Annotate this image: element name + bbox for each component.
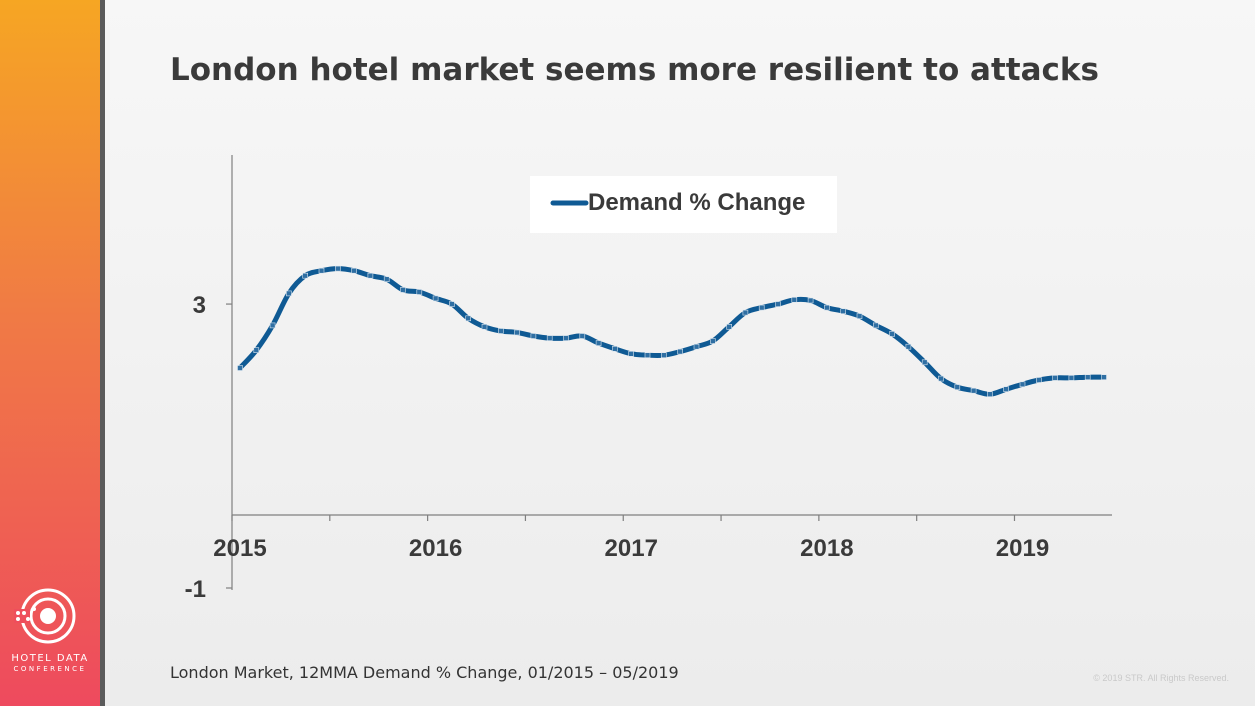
data-point bbox=[497, 328, 504, 334]
data-point bbox=[579, 333, 586, 339]
data-point bbox=[400, 287, 406, 293]
data-point bbox=[1068, 375, 1075, 381]
data-point bbox=[758, 304, 765, 311]
data-point bbox=[334, 265, 341, 272]
data-point bbox=[921, 359, 928, 366]
data-point bbox=[677, 348, 684, 355]
data-point bbox=[1036, 377, 1042, 383]
data-point bbox=[660, 352, 667, 359]
data-point bbox=[840, 308, 847, 315]
legend-label: Demand % Change bbox=[588, 189, 805, 216]
sidebar-gradient-bar: HOTEL DATA CONFERENCE bbox=[0, 0, 100, 706]
x-tick-label: 2015 bbox=[213, 535, 266, 562]
data-point bbox=[595, 340, 602, 346]
data-point bbox=[856, 313, 863, 319]
data-point bbox=[237, 365, 243, 371]
data-point bbox=[872, 322, 879, 329]
data-point bbox=[302, 272, 309, 279]
data-point bbox=[530, 333, 537, 339]
data-point bbox=[432, 295, 439, 302]
x-tick-label: 2016 bbox=[409, 535, 462, 562]
data-point bbox=[269, 322, 276, 329]
logo-text-line2: CONFERENCE bbox=[13, 665, 87, 673]
x-tick-label: 2017 bbox=[605, 535, 658, 562]
slide-title: London hotel market seems more resilient… bbox=[170, 52, 1099, 88]
data-point bbox=[286, 290, 292, 297]
data-point bbox=[775, 301, 781, 307]
data-point bbox=[954, 384, 961, 390]
data-point bbox=[318, 267, 325, 274]
x-tick-label: 2018 bbox=[800, 535, 853, 562]
data-point bbox=[1084, 374, 1091, 381]
y-tick-label: -1 bbox=[185, 576, 206, 603]
data-point bbox=[367, 272, 374, 279]
y-tick-label: 3 bbox=[193, 292, 206, 319]
data-point bbox=[938, 375, 944, 382]
data-point bbox=[563, 335, 569, 341]
data-point bbox=[824, 304, 830, 311]
hotel-data-conference-logo-icon bbox=[14, 588, 76, 644]
data-point bbox=[1003, 386, 1010, 393]
data-point bbox=[807, 297, 814, 304]
data-point bbox=[726, 323, 732, 330]
data-point bbox=[449, 301, 455, 307]
data-point bbox=[351, 267, 357, 274]
logo-text-line1: HOTEL DATA bbox=[11, 653, 89, 664]
data-point bbox=[465, 315, 472, 322]
data-point bbox=[383, 276, 390, 283]
data-point bbox=[1101, 374, 1107, 381]
sidebar-edge bbox=[100, 0, 105, 706]
data-point bbox=[889, 331, 895, 337]
data-point bbox=[612, 345, 618, 352]
data-point bbox=[970, 387, 977, 394]
x-tick-label: 2019 bbox=[996, 535, 1049, 562]
data-point bbox=[628, 350, 635, 357]
data-point bbox=[742, 309, 749, 316]
data-point bbox=[1019, 381, 1026, 388]
chart-legend: Demand % Change bbox=[530, 176, 837, 233]
data-point bbox=[791, 296, 798, 303]
data-point bbox=[514, 329, 520, 336]
copyright-note: © 2019 STR. All Rights Reserved. bbox=[1093, 673, 1229, 683]
data-point bbox=[987, 391, 993, 398]
data-point bbox=[905, 343, 912, 350]
data-point bbox=[709, 338, 716, 344]
source-note: London Market, 12MMA Demand % Change, 01… bbox=[170, 663, 679, 682]
logo: HOTEL DATA CONFERENCE bbox=[0, 585, 100, 675]
data-point bbox=[253, 347, 260, 354]
data-point bbox=[693, 343, 700, 350]
data-point bbox=[546, 335, 553, 341]
data-point bbox=[1052, 375, 1058, 381]
series-line-demand-change bbox=[237, 266, 1107, 397]
data-point bbox=[644, 352, 651, 359]
data-point bbox=[416, 289, 423, 295]
data-point bbox=[481, 323, 488, 330]
